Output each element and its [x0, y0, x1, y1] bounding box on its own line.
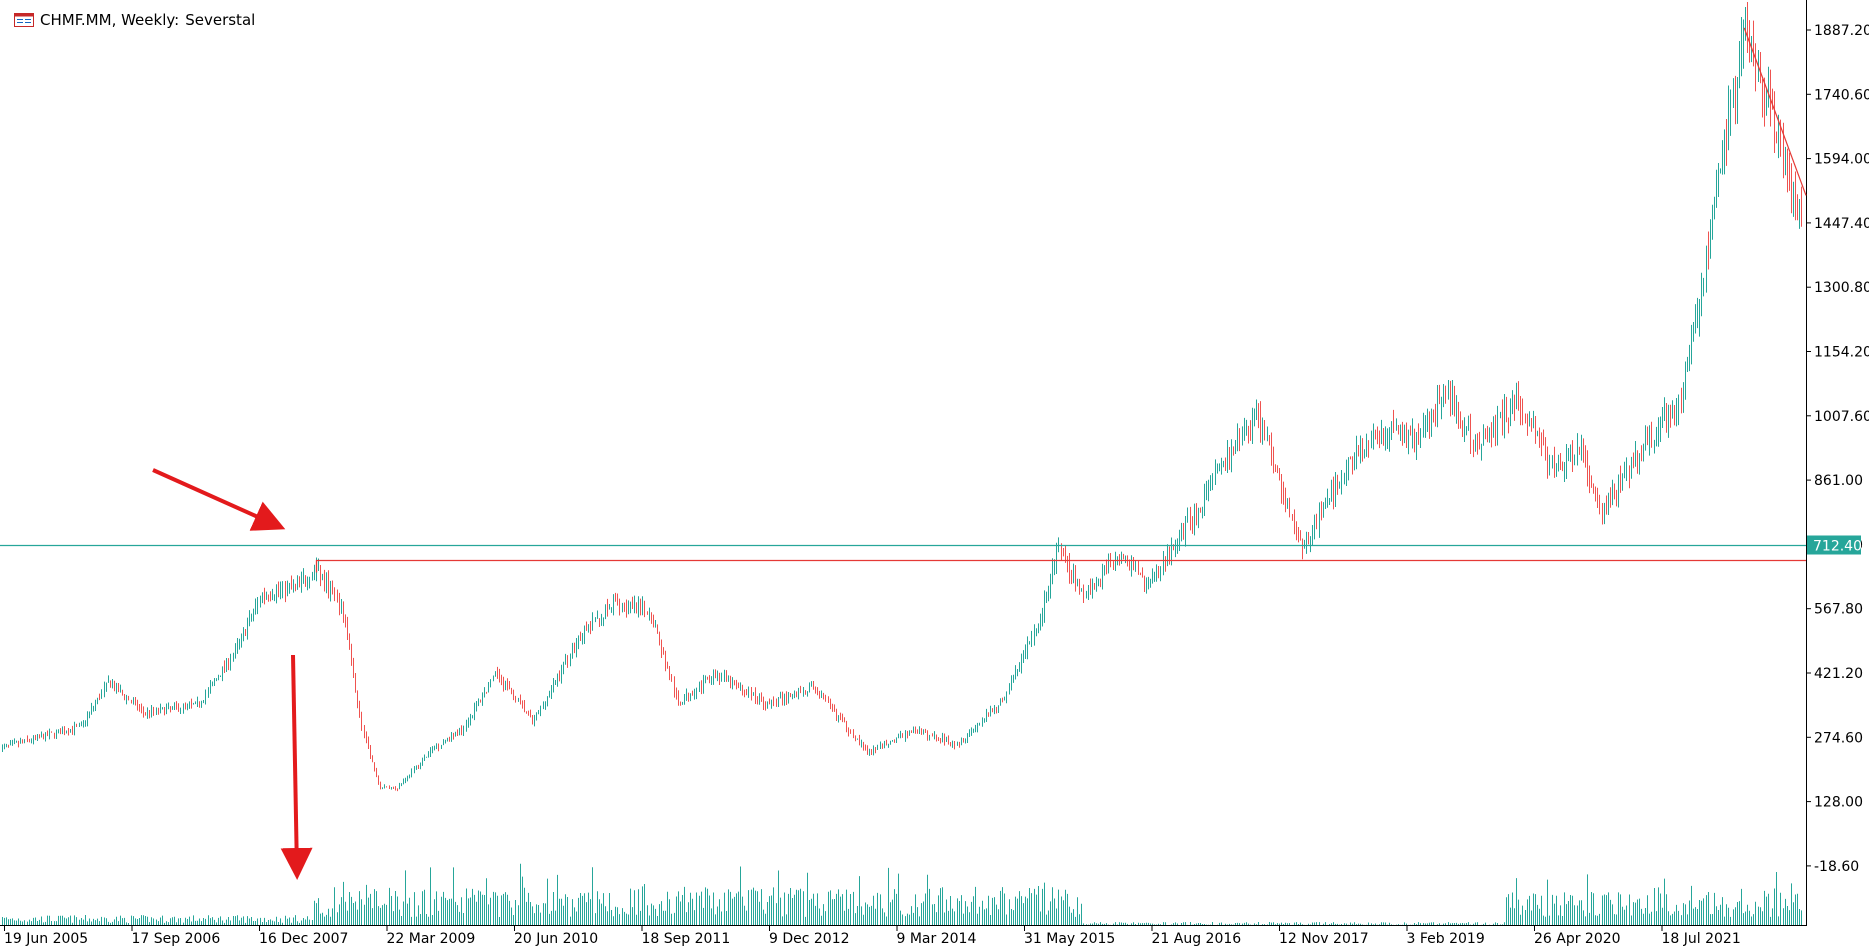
y-tick-label: 1154.20: [1814, 345, 1869, 361]
diagonal-red-arrow: [152, 468, 286, 531]
current-price-tag: [1807, 535, 1861, 555]
candles: [2, 1, 1802, 792]
y-tick-label: 861.00: [1814, 473, 1863, 489]
x-tick-label: 31 May 2015: [1024, 931, 1115, 947]
x-tick-label: 21 Aug 2016: [1152, 931, 1242, 947]
x-tick-label: 20 Jun 2010: [514, 931, 598, 947]
support-line: [315, 559, 1806, 573]
x-tick-label: 22 Mar 2009: [387, 931, 476, 947]
y-tick-label: 274.60: [1814, 730, 1863, 746]
symbol-label: CHMF.MM, Weekly:: [40, 11, 180, 29]
x-tick-label: 9 Mar 2014: [897, 931, 977, 947]
y-tick-label: -18.60: [1814, 859, 1859, 875]
chart-header: CHMF.MM, Weekly: Severstal: [14, 10, 255, 30]
volume-bars: [2, 863, 1802, 925]
y-tick-label: 421.20: [1814, 666, 1863, 682]
x-tick-label: 12 Nov 2017: [1279, 931, 1369, 947]
y-tick-label: 1887.20: [1814, 23, 1869, 39]
y-tick-label: 1594.00: [1814, 152, 1869, 168]
x-tick-label: 3 Feb 2019: [1407, 931, 1485, 947]
instrument-name: Severstal: [185, 11, 256, 29]
descending-trendline: [1743, 27, 1807, 196]
x-tick-label: 18 Jul 2021: [1662, 931, 1741, 947]
x-tick-label: 19 Jun 2005: [4, 931, 88, 947]
y-tick-label: 1007.60: [1814, 409, 1869, 425]
plot-area: [0, 0, 1806, 925]
x-tick-label: 18 Sep 2011: [642, 931, 731, 947]
vertical-red-arrow: [280, 654, 313, 880]
chart-window-icon: [14, 13, 34, 27]
current-price-label: 712.40: [1813, 539, 1862, 555]
y-tick-label: 567.80: [1814, 602, 1863, 618]
x-tick-label: 16 Dec 2007: [259, 931, 348, 947]
y-tick-label: 128.00: [1814, 795, 1863, 811]
y-tick-label: 1447.40: [1814, 216, 1869, 232]
x-tick-label: 26 Apr 2020: [1534, 931, 1621, 947]
x-tick-label: 17 Sep 2006: [132, 931, 221, 947]
x-tick-label: 9 Dec 2012: [769, 931, 850, 947]
y-tick-label: 1300.80: [1814, 280, 1869, 296]
y-tick-label: 1740.60: [1814, 87, 1869, 103]
